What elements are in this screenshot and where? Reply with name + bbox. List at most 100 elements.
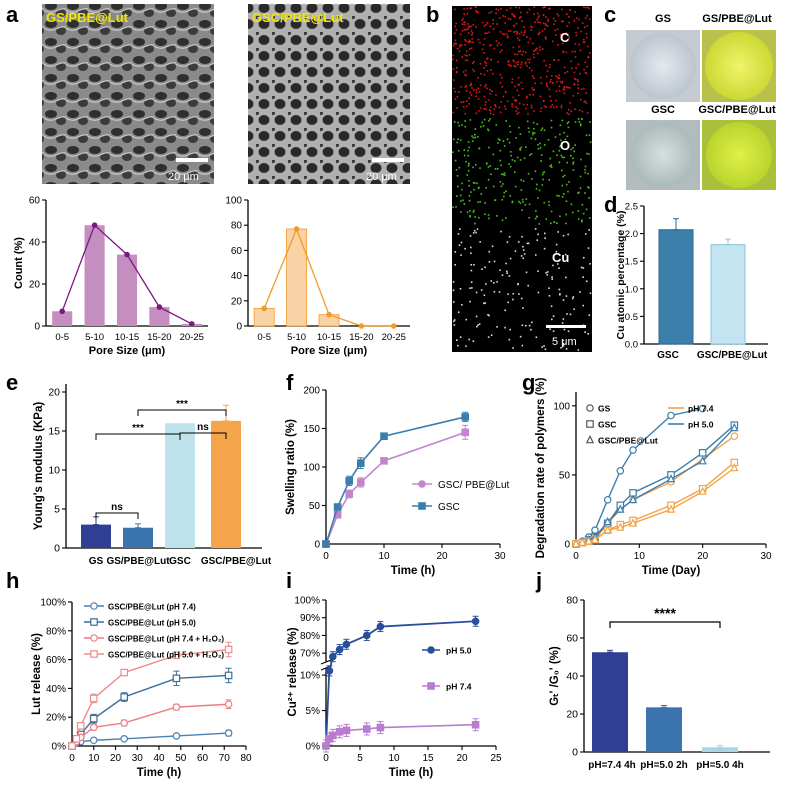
eds-dot — [569, 313, 572, 316]
eds-dot — [520, 61, 523, 64]
eds-dot — [530, 137, 533, 140]
eds-dot — [516, 53, 519, 56]
x-tick-label: 0 — [573, 551, 579, 562]
eds-dot — [520, 179, 522, 181]
eds-dot — [490, 106, 492, 109]
x-axis-label: Time (h) — [389, 767, 434, 779]
eds-dot — [504, 217, 507, 219]
eds-dot — [575, 67, 577, 69]
eds-dot — [475, 6, 477, 8]
eds-dot — [542, 6, 544, 9]
legend-label: GSC/PBE@Lut (pH 7.4) — [108, 603, 196, 612]
eds-dot — [561, 8, 563, 11]
panel-letter-a: a — [6, 2, 19, 27]
eds-dot — [501, 219, 504, 222]
eds-dot — [574, 43, 577, 45]
eds-dot — [476, 228, 479, 230]
y-tick-label: 80% — [300, 631, 320, 642]
eds-dot — [455, 59, 458, 62]
eds-dot — [573, 19, 576, 22]
eds-dot — [509, 7, 512, 9]
eds-dot — [497, 61, 499, 63]
x-axis-label: Time (Day) — [642, 565, 701, 577]
eds-dot — [463, 28, 466, 31]
x-tick-label: GSC — [657, 350, 679, 361]
eds-dot — [519, 159, 522, 161]
eds-dot — [575, 31, 577, 34]
eds-dot — [505, 120, 507, 122]
eds-dot — [503, 33, 505, 36]
eds-dot — [517, 111, 520, 114]
eds-dot — [574, 56, 577, 58]
eds-dot — [506, 272, 508, 274]
eds-dot — [474, 222, 476, 225]
eds-dot — [507, 293, 509, 295]
eds-dot — [550, 100, 553, 102]
eds-dot — [467, 164, 470, 167]
eds-dot — [477, 324, 479, 326]
eds-dot — [477, 201, 479, 204]
eds-dot — [464, 112, 466, 115]
sig-bracket — [137, 409, 227, 416]
eds-dot — [543, 105, 546, 107]
eds-dot — [518, 45, 520, 48]
eds-dot — [483, 24, 486, 27]
data-point — [89, 723, 98, 732]
eds-dot — [584, 192, 586, 194]
eds-dot — [526, 120, 529, 123]
eds-dot — [577, 218, 580, 220]
eds-dot — [470, 25, 472, 28]
eds-dot — [528, 67, 531, 69]
eds-dot — [514, 85, 516, 88]
eds-dot — [588, 229, 590, 231]
eds-dot — [578, 109, 581, 112]
x-axis-label: Time (h) — [137, 767, 182, 779]
eds-dot — [530, 106, 533, 109]
data-point — [342, 640, 351, 649]
eds-dot — [507, 17, 510, 20]
eds-dot — [460, 241, 463, 244]
eds-dot — [560, 169, 563, 172]
eds-dot — [562, 339, 564, 342]
eds-dot — [558, 149, 561, 152]
sem-image-right — [248, 4, 410, 184]
eds-dot — [554, 29, 557, 32]
eds-dot — [580, 266, 583, 269]
eds-dot — [456, 107, 458, 109]
eds-dot — [532, 42, 534, 45]
eds-dot — [557, 59, 560, 61]
eds-dot — [583, 26, 586, 29]
eds-dot — [499, 269, 501, 272]
data-point — [224, 645, 233, 654]
x-tick-label: GSC/PBE@Lut — [697, 350, 768, 361]
y-tick-label: 100 — [225, 196, 242, 207]
eds-dot — [558, 89, 561, 92]
eds-dot — [514, 250, 517, 252]
eds-dot — [487, 99, 490, 101]
eds-dot — [556, 263, 559, 265]
eds-dot — [586, 25, 589, 27]
eds-dot — [499, 180, 502, 183]
y-axis-label: Cu atomic percentage (%) — [615, 211, 627, 340]
eds-dot — [468, 195, 471, 197]
eds-dot — [498, 291, 501, 293]
eds-dot — [489, 165, 492, 167]
eds-dot — [486, 87, 488, 90]
eds-dot — [516, 89, 519, 92]
eds-dot — [489, 25, 492, 28]
eds-dot — [539, 147, 542, 149]
x-tick-label: GS/PBE@Lut — [106, 556, 170, 567]
data-point — [362, 631, 371, 640]
eds-dot — [469, 246, 472, 249]
eds-dot — [515, 99, 518, 102]
y-tick-label: 90% — [300, 613, 320, 624]
eds-dot — [483, 302, 485, 305]
eds-dot — [463, 149, 466, 151]
eds-dot — [561, 184, 564, 187]
eds-dot — [473, 61, 475, 63]
eds-dot — [574, 121, 577, 123]
data-point — [590, 534, 600, 544]
eds-dot — [476, 11, 478, 14]
eds-dot — [466, 59, 469, 62]
data-point — [603, 495, 612, 504]
